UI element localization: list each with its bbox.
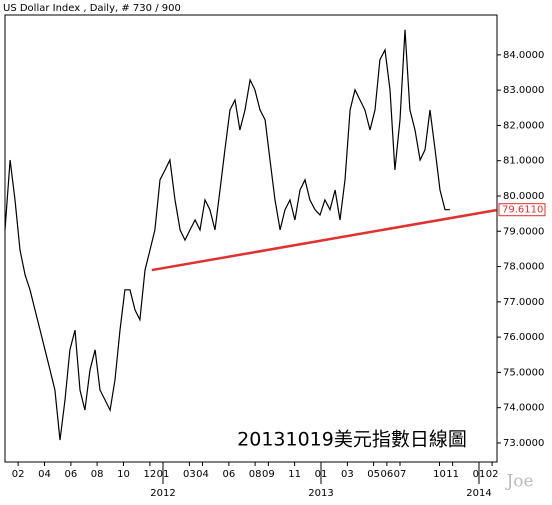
year-label: 2012	[150, 488, 175, 499]
x-tick-label: 11	[446, 469, 459, 480]
x-tick-label: 03	[183, 469, 196, 480]
y-tick-label: 84.0000	[503, 50, 544, 61]
last-price-box	[498, 203, 546, 217]
price-line	[4, 29, 450, 441]
annotation: 20131019美元指數日線圖	[237, 429, 467, 451]
x-tick-label: 04	[196, 469, 209, 480]
year-label: 2014	[466, 488, 491, 499]
y-tick-label: 76.0000	[503, 332, 544, 343]
x-tick-label: 06	[65, 469, 78, 480]
x-tick-label: 02	[12, 469, 25, 480]
x-tick-label: 09	[262, 469, 275, 480]
y-tick-label: 77.0000	[503, 297, 544, 308]
year-label: 2013	[308, 488, 333, 499]
x-tick-label: 04	[38, 469, 51, 480]
x-tick-label: 06	[223, 469, 236, 480]
y-tick-label: 82.0000	[503, 120, 544, 131]
x-tick-label: 12	[144, 469, 157, 480]
y-tick-label: 75.0000	[503, 367, 544, 378]
x-tick-label: 05	[367, 469, 380, 480]
x-tick-label: 07	[394, 469, 407, 480]
y-tick-label: 74.0000	[503, 403, 544, 414]
x-tick-label: 02	[486, 469, 499, 480]
x-tick-label: 06	[381, 469, 394, 480]
y-tick-label: 83.0000	[503, 85, 544, 96]
x-tick-label: 08	[91, 469, 104, 480]
y-tick-label: 73.0000	[503, 438, 544, 449]
x-tick-label: 08	[249, 469, 262, 480]
y-tick-label: 78.0000	[503, 262, 544, 273]
chart-title: US Dollar Index , Daily, # 730 / 900	[3, 3, 181, 14]
y-tick-label: 79.0000	[503, 226, 544, 237]
x-tick-label: 03	[341, 469, 354, 480]
y-tick-label: 80.0000	[503, 191, 544, 202]
plot-frame	[4, 14, 498, 463]
x-tick-label: 10	[117, 469, 130, 480]
x-tick-label: 10	[433, 469, 446, 480]
trend-line	[151, 208, 497, 272]
x-tick-label: 11	[288, 469, 301, 480]
y-tick-label: 81.0000	[503, 156, 544, 167]
last-price-label: 79.6110	[502, 205, 543, 216]
watermark: Joe	[504, 472, 533, 492]
